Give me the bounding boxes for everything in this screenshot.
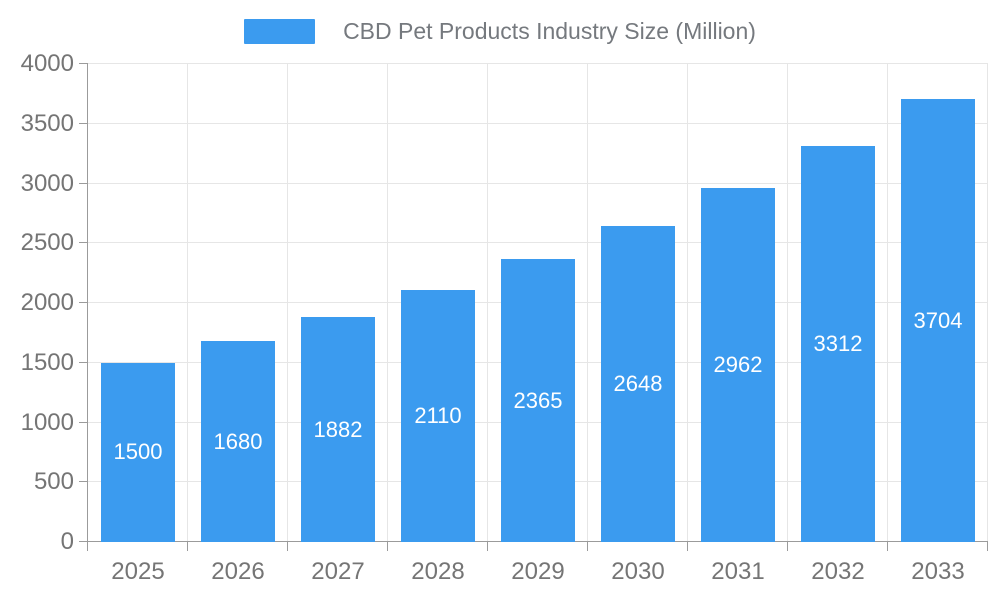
x-axis-label: 2027 xyxy=(311,558,365,585)
x-axis-tick xyxy=(587,542,588,551)
y-axis-tick xyxy=(79,242,88,244)
gridline-horizontal xyxy=(88,182,988,184)
x-axis-label: 2028 xyxy=(411,558,465,585)
bar-value-label: 3704 xyxy=(913,307,963,333)
x-axis-label: 2031 xyxy=(711,558,765,585)
x-axis-tick xyxy=(787,542,788,551)
gridline-vertical xyxy=(987,64,988,542)
y-axis-label: 1000 xyxy=(20,408,74,436)
x-axis-tick xyxy=(87,542,88,551)
y-axis-tick xyxy=(79,302,88,303)
x-axis-label: 2026 xyxy=(211,558,265,585)
x-axis-tick xyxy=(287,542,288,551)
bar-value-label: 2962 xyxy=(713,352,763,377)
x-axis-label: 2032 xyxy=(811,558,865,585)
y-axis-label: 500 xyxy=(33,468,74,496)
x-axis-tick xyxy=(987,542,988,551)
bar-value-label: 2365 xyxy=(513,387,563,413)
y-axis-tick xyxy=(79,182,88,184)
y-axis-label: 3000 xyxy=(20,169,74,197)
y-axis-label: 1500 xyxy=(20,348,74,376)
x-axis-tick xyxy=(487,542,488,551)
y-axis-label: 2500 xyxy=(20,229,74,257)
y-axis-tick xyxy=(79,481,88,483)
y-axis-label: 0 xyxy=(60,528,74,555)
x-axis-tick xyxy=(387,542,388,551)
x-axis-label: 2030 xyxy=(611,558,665,585)
gridline-horizontal xyxy=(88,242,988,244)
y-axis-line xyxy=(87,64,88,542)
x-axis-tick xyxy=(687,542,688,551)
bar-value-label: 2648 xyxy=(613,370,663,396)
y-axis-tick xyxy=(79,421,88,423)
legend-label: CBD Pet Products Industry Size (Million) xyxy=(343,18,756,44)
gridline-vertical xyxy=(187,64,188,542)
y-axis-label: 4000 xyxy=(20,50,74,77)
gridline-vertical xyxy=(287,64,288,542)
bar[interactable]: 2110 xyxy=(401,289,475,542)
y-axis-tick xyxy=(79,63,88,64)
gridline-vertical xyxy=(487,64,488,542)
gridline-horizontal xyxy=(88,122,988,124)
bar[interactable]: 2648 xyxy=(601,225,675,542)
x-axis-label: 2029 xyxy=(511,558,565,585)
bar[interactable]: 1882 xyxy=(301,317,375,542)
bar[interactable]: 1680 xyxy=(201,341,275,542)
gridline-vertical xyxy=(687,64,688,542)
bar[interactable]: 3312 xyxy=(801,146,875,542)
chart-legend[interactable]: CBD Pet Products Industry Size (Million) xyxy=(0,17,1000,45)
bar[interactable]: 1500 xyxy=(101,362,175,542)
y-axis-tick xyxy=(79,122,88,124)
bar[interactable]: 3704 xyxy=(901,99,975,542)
bar-value-label: 1500 xyxy=(113,439,163,465)
bar-value-label: 1882 xyxy=(313,416,363,442)
gridline-vertical xyxy=(387,64,388,542)
legend-swatch-icon xyxy=(244,18,316,44)
bar-value-label: 2110 xyxy=(414,402,462,428)
y-axis-tick xyxy=(79,361,88,363)
bar-value-label: 1680 xyxy=(213,428,263,454)
gridline-horizontal xyxy=(88,63,988,64)
y-axis-label: 3500 xyxy=(20,109,74,137)
x-axis-tick xyxy=(887,542,888,551)
x-axis-tick xyxy=(187,542,188,551)
bar[interactable]: 2962 xyxy=(701,188,775,542)
x-axis-label: 2025 xyxy=(111,558,165,585)
bar[interactable]: 2365 xyxy=(501,259,575,542)
gridline-vertical xyxy=(587,64,588,542)
y-axis-tick xyxy=(79,541,88,542)
y-axis-label: 2000 xyxy=(20,289,74,316)
x-axis-label: 2033 xyxy=(911,558,965,585)
gridline-vertical xyxy=(887,64,888,542)
bar-value-label: 3312 xyxy=(813,331,863,357)
gridline-vertical xyxy=(787,64,788,542)
